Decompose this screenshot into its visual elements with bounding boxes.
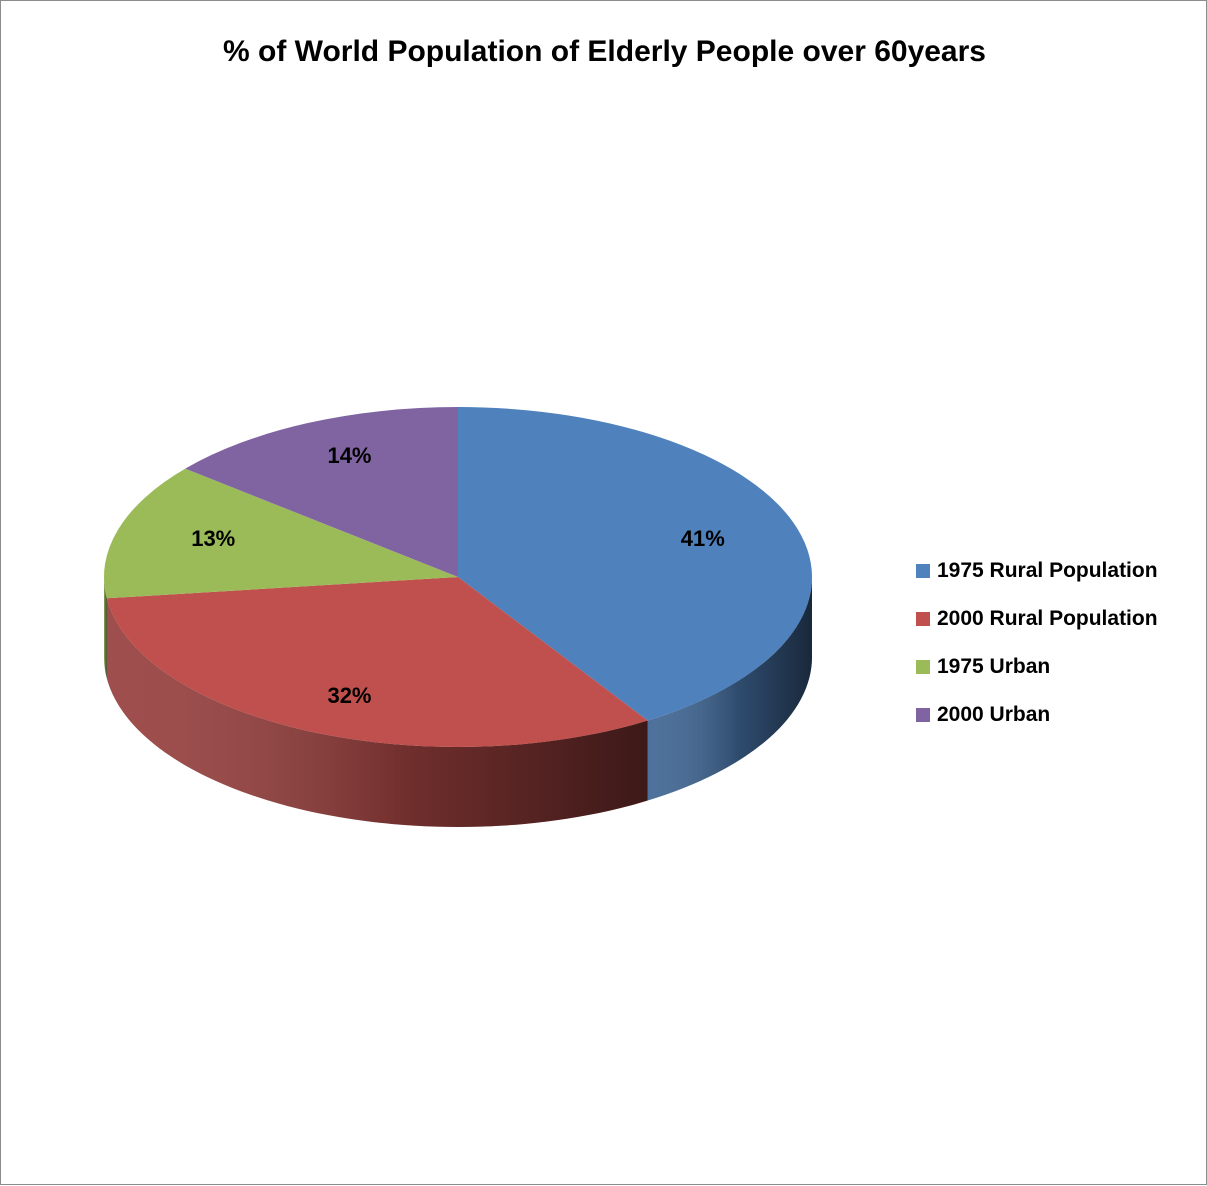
pie-slice-2000-rural-population (106, 577, 648, 747)
legend-label: 1975 Rural Population (937, 559, 1158, 582)
legend-item-1975-urban: 1975 Urban (916, 643, 1158, 691)
legend-item-2000-rural-population: 2000 Rural Population (916, 595, 1158, 643)
legend-item-2000-urban: 2000 Urban (916, 691, 1158, 739)
legend-swatch (916, 660, 930, 674)
chart-title: % of World Population of Elderly People … (223, 35, 986, 68)
legend: 1975 Rural Population 2000 Rural Populati… (916, 547, 1158, 739)
legend-label: 2000 Rural Population (937, 607, 1158, 630)
pie-slice-1975-urban (103, 468, 458, 599)
legend-swatch (916, 612, 930, 626)
legend-swatch (916, 564, 930, 578)
legend-label: 1975 Urban (937, 655, 1051, 678)
legend-item-1975-rural-population: 1975 Rural Population (916, 547, 1158, 595)
legend-swatch (916, 708, 930, 722)
pie-slice-2000-urban (185, 407, 458, 577)
data-label-2000-rural-population: 32% (327, 683, 371, 708)
pie-side-2000-rural-population (106, 598, 648, 827)
legend-label: 2000 Urban (937, 703, 1051, 726)
data-label-1975-rural-population: 41% (681, 526, 725, 551)
pie-side-1975-rural-population (647, 577, 812, 801)
pie-slice-1975-rural-population (458, 407, 813, 721)
data-label-2000-urban: 14% (327, 443, 371, 468)
data-label-1975-urban: 13% (191, 526, 235, 551)
pie-side-1975-urban (104, 577, 107, 679)
